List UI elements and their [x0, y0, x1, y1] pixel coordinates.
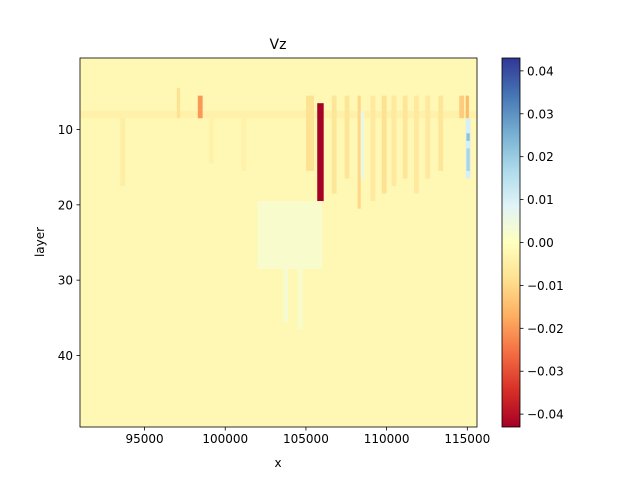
plot-frame	[79, 57, 478, 428]
heatmap-cell	[402, 95, 408, 179]
colorbar-tick-label: 0.01	[527, 193, 554, 207]
heatmap-cell	[120, 118, 126, 187]
x-tick-label: 100000	[202, 432, 248, 446]
y-tick-label: 20	[58, 198, 73, 212]
colorbar-tick-label: 0.03	[527, 107, 554, 121]
heatmap-cell	[283, 268, 289, 322]
heatmap-cell	[241, 118, 247, 171]
heatmap-cell	[425, 95, 431, 179]
x-axis: 95000 100000 105000 110000 115000	[125, 427, 490, 446]
colorbar-tick-label: −0.02	[527, 322, 564, 336]
heatmap-cell	[331, 95, 337, 194]
colorbar: −0.04 −0.03 −0.02 −0.01 0.00 0.01 0.02 0.03 0.04	[501, 57, 564, 428]
heatmap-cell	[459, 95, 465, 119]
colorbar-gradient	[501, 57, 521, 428]
heatmap-cell	[466, 133, 470, 141]
colorbar-tick-label: 0.04	[527, 64, 554, 78]
heatmap-cell	[357, 95, 361, 209]
heatmap-cell	[176, 88, 181, 119]
y-axis: 10 20 30 40	[58, 123, 80, 363]
y-tick-label: 10	[58, 123, 73, 137]
heatmap-cell	[391, 95, 397, 187]
heatmap-cell	[466, 148, 470, 171]
chart-title: Vz	[270, 37, 287, 53]
x-tick-label: 110000	[364, 432, 410, 446]
heatmap-cell	[297, 253, 303, 330]
heatmap-plot-area	[79, 57, 478, 428]
heatmap-cell	[370, 95, 376, 202]
y-tick-label: 40	[58, 349, 73, 363]
y-tick-label: 30	[58, 274, 73, 288]
heatmap-cell	[344, 95, 350, 179]
x-tick-label: 105000	[283, 432, 329, 446]
heatmap-cell	[438, 95, 444, 171]
heatmap-cell	[381, 95, 387, 194]
heatmap-cell	[197, 95, 203, 119]
heatmap-cell	[209, 118, 214, 164]
colorbar-tick-label: −0.04	[527, 408, 564, 422]
x-tick-label: 95000	[125, 432, 163, 446]
heatmap-cell	[317, 103, 324, 202]
colorbar-tick-label: −0.03	[527, 365, 564, 379]
heatmap-cell	[80, 110, 477, 119]
colorbar-tick-label: −0.01	[527, 279, 564, 293]
colorbar-tick-label: 0.02	[527, 150, 554, 164]
heatmap-cell	[465, 95, 469, 119]
y-axis-label: layer	[33, 227, 47, 257]
heatmap-cell	[305, 95, 315, 171]
heatmap-cell	[360, 110, 365, 179]
heatmap-cell	[257, 201, 323, 269]
colorbar-tick-label: 0.00	[527, 236, 554, 250]
x-tick-label: 115000	[444, 432, 490, 446]
x-axis-label: x	[274, 456, 281, 470]
heatmap-cell	[414, 95, 419, 194]
